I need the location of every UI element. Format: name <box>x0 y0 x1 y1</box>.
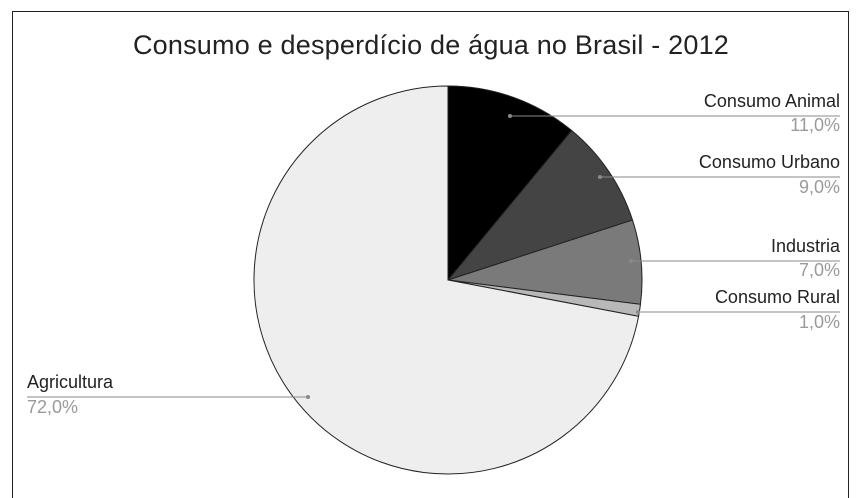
leader-dot <box>598 175 602 179</box>
pie-slices <box>253 85 643 475</box>
slice-label: Agricultura <box>27 372 114 392</box>
slice-value-label: 72,0% <box>27 397 78 417</box>
slice-labels: Consumo Animal 11,0% Consumo Urbano 9,0% Ind… <box>27 91 841 417</box>
slice-label: Consumo Urbano <box>699 152 840 172</box>
slice-value-label: 1,0% <box>799 312 840 332</box>
slice-value-label: 9,0% <box>799 177 840 197</box>
leader-dot <box>636 310 640 314</box>
pie-slice-agricultura <box>253 85 640 475</box>
leader-dot <box>629 259 633 263</box>
slice-value-label: 11,0% <box>790 115 840 135</box>
slice-label: Consumo Animal <box>704 91 840 111</box>
pie-slice-consumo-animal <box>447 85 573 282</box>
slice-label: Consumo Rural <box>715 287 840 307</box>
leader-dot <box>306 395 310 399</box>
leader-lines <box>27 114 840 399</box>
chart-title: Consumo e desperdício de água no Brasil … <box>132 30 730 60</box>
pie-slice-consumo-urbano <box>446 129 634 282</box>
slice-value-label: 7,0% <box>799 260 840 280</box>
leader-dot <box>508 114 512 118</box>
slice-label: Industria <box>771 236 841 256</box>
